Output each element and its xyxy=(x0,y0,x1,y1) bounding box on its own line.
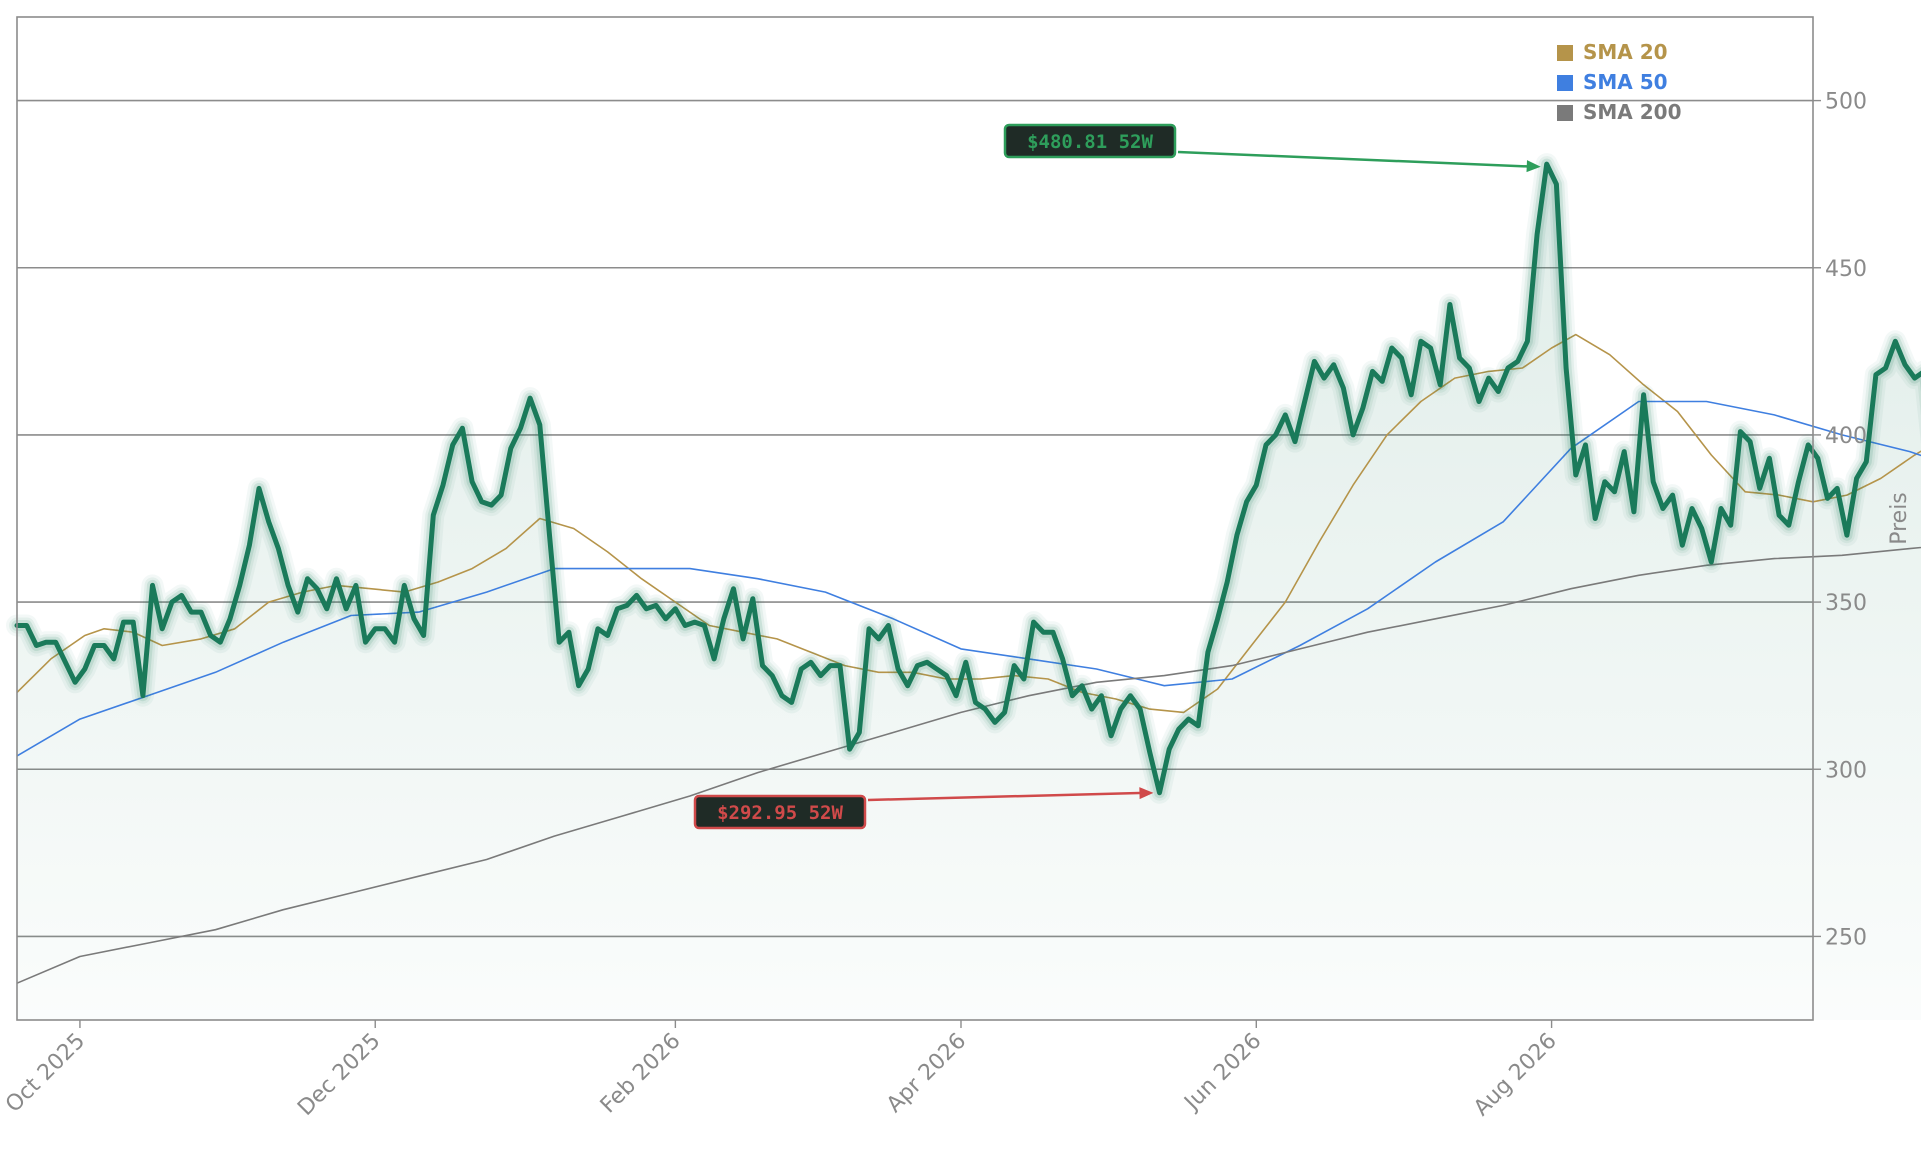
plot-frame xyxy=(16,16,1814,1021)
annotation-arrow xyxy=(1177,150,1535,168)
annotation-arrowhead xyxy=(1139,787,1154,800)
legend-label: SMA 50 xyxy=(1583,70,1668,94)
annotations: $480.81 52W $292.95 52W xyxy=(693,123,1541,830)
price-area xyxy=(17,164,1921,1020)
x-tick-label: Feb 2026 xyxy=(596,1029,686,1119)
y-tick-label: 300 xyxy=(1825,758,1867,783)
x-axis: Oct 2025 Dec 2025 Feb 2026 Apr 2026 Jun 2026… xyxy=(1,1020,1562,1121)
legend: SMA 20 SMA 50 SMA 200 xyxy=(1557,40,1682,124)
legend-swatch xyxy=(1557,45,1573,61)
legend-swatch xyxy=(1557,75,1573,91)
annotation-arrow xyxy=(867,791,1148,802)
x-tick-label: Aug 2026 xyxy=(1469,1029,1562,1122)
y-tick-label: 350 xyxy=(1825,591,1867,616)
annotation-label: $292.95 52W xyxy=(717,802,843,824)
y-tick-label: 400 xyxy=(1825,424,1867,449)
x-tick-label: Dec 2025 xyxy=(293,1029,385,1121)
y-axis-title: Preis xyxy=(1887,492,1912,545)
legend-label: SMA 200 xyxy=(1583,100,1682,124)
y-tick-label: 500 xyxy=(1825,90,1867,115)
price-area-fill xyxy=(17,164,1921,1020)
series-line-sma-200 xyxy=(16,546,1921,984)
legend-label: SMA 20 xyxy=(1583,40,1668,64)
plot-border xyxy=(16,16,1814,1021)
series-lines xyxy=(6,153,1921,984)
y-tick-label: 450 xyxy=(1825,257,1867,282)
annotation-label: $480.81 52W xyxy=(1027,131,1153,153)
x-tick-label: Apr 2026 xyxy=(882,1029,971,1118)
y-tick-label: 250 xyxy=(1825,925,1867,950)
x-tick-label: Oct 2025 xyxy=(1,1029,90,1118)
price-line xyxy=(14,161,1921,796)
y-axis: 250 300 350 400 450 500 xyxy=(1813,90,1867,950)
annotation-box xyxy=(693,794,867,830)
x-tick-label: Jun 2026 xyxy=(1179,1029,1267,1117)
annotation-arrowhead xyxy=(1526,160,1541,173)
annotation-box xyxy=(1003,123,1177,159)
legend-swatch xyxy=(1557,105,1573,121)
